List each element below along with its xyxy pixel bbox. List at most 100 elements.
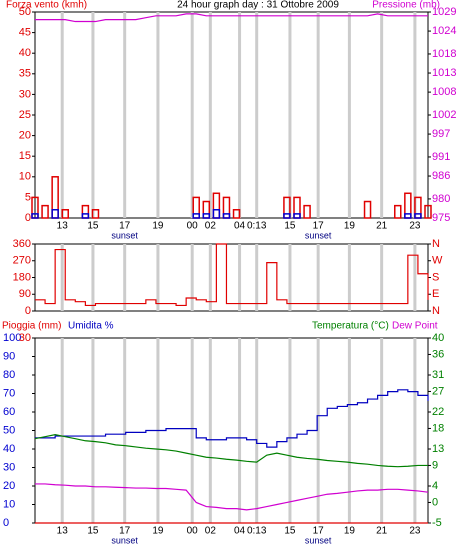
y-tick-label: 0 [25,305,31,317]
bar [91,209,100,219]
series-line [34,433,428,468]
y-tick-label: 20 [3,480,15,492]
y-label: Forza vento (kmh) [6,0,87,11]
sunset-label: sunset [305,535,332,545]
bar [424,204,432,219]
x-tick-label: 21 [376,221,388,232]
y2-tick-label: 975 [432,212,450,224]
x-tick-label: 19 [344,221,356,232]
y-tick-label: 0 [3,517,9,529]
x-tick-label: 13 [57,221,69,232]
y-tick-label: 80 [3,369,15,381]
y-tick-label: 90 [3,350,15,362]
y2-tick-label: 40 [432,332,444,344]
bar [404,213,412,219]
y2-tick-label: S [432,271,439,283]
series-line [35,243,429,307]
bar [232,209,241,219]
bar [303,204,311,219]
y2-tick-label: 1018 [432,48,456,60]
x-tick-label: 23 [409,221,421,232]
x-tick-label: 19 [152,526,164,537]
bar [293,213,301,219]
y-tick-label: 35 [19,68,31,80]
y-tick-label: 25 [19,109,31,121]
x-tick-label: 0:13 [247,526,267,537]
bar [61,209,69,219]
sunset-label: sunset [111,230,138,240]
y2-tick-label: 991 [432,151,450,163]
bar [414,213,422,219]
bar [363,200,372,219]
y-tick-label: 0 [25,212,31,224]
bar [202,213,211,219]
x-tick-label: 19 [344,526,356,537]
bar [31,213,39,219]
bar [283,213,291,219]
y-tick-label: 50 [3,424,15,436]
y2-tick-label: 1002 [432,109,456,121]
y2-tick-label: 4 [432,480,438,492]
x-tick-label: 15 [87,526,99,537]
x-tick-label: 13 [57,526,69,537]
y2-tick-label: 36 [432,348,444,360]
x-tick-label: 23 [409,526,421,537]
y2-tick-label: N [432,238,440,250]
y2-tick-label: 1029 [432,6,456,18]
y-tick-label: 5 [25,191,31,203]
series-line [35,13,428,23]
y-tick-label: 70 [3,387,15,399]
y-tick-label: 180 [13,271,31,283]
legend-entry: Pioggia (mm) [2,321,61,332]
y2-tick-label: N [432,305,440,317]
y-tick-label: 15 [19,150,31,162]
x-tick-label: 15 [284,221,296,232]
plot-area [34,243,429,312]
y-tick-label: 30 [3,461,15,473]
y2-tick-label: 0 [432,496,438,508]
legend-entry: Umidita % [68,321,114,332]
y-tick-label: 40 [19,47,31,59]
y2-tick-label: 1024 [432,25,456,37]
plot-area [34,337,429,524]
bar [51,209,59,219]
sunset-label: sunset [305,230,332,240]
legend-entry: Temperatura (°C) [312,321,389,332]
x-tick-label: 17 [313,221,325,232]
y-tick-label: 30 [19,88,31,100]
y-tick-label: 10 [3,498,15,510]
y2-tick-label: 980 [432,193,450,205]
x-tick-label: 00 [187,526,199,537]
x-tick-label: 21 [376,526,388,537]
x-tick-label: 17 [313,526,325,537]
chart-title: 24 hour graph day : 31 Ottobre 2009 [177,0,339,11]
plot-area [34,11,429,219]
x-tick-label: 17 [119,221,131,232]
y2-tick-label: 1013 [432,67,456,79]
x-tick-label: 04 [234,221,246,232]
y-tick-label: 60 [3,406,15,418]
y2-tick-label: 18 [432,422,444,434]
y-tick-label: 40 [3,443,15,455]
y-tick-label: 360 [13,238,31,250]
y2-tick-label: 997 [432,128,450,140]
y-tick-label: 50 [19,6,31,18]
legend-entry: Dew Point [392,321,438,332]
y-tick-label: 45 [19,27,31,39]
x-tick-label: 19 [152,221,164,232]
series-line [35,483,429,511]
series-line [35,389,429,448]
x-tick-label: 17 [119,526,131,537]
y-tick-label: 90 [19,288,31,300]
x-tick-label: 15 [284,526,296,537]
y2-tick-label: 986 [432,170,450,182]
bar [81,213,90,219]
x-tick-label: 04 [234,526,246,537]
bar [212,209,221,219]
y2-tick-label: 1008 [432,86,456,98]
y3-tick-label: 30 [19,332,31,344]
y2-tick-label: 9 [432,459,438,471]
y2-tick-label: 27 [432,385,444,397]
